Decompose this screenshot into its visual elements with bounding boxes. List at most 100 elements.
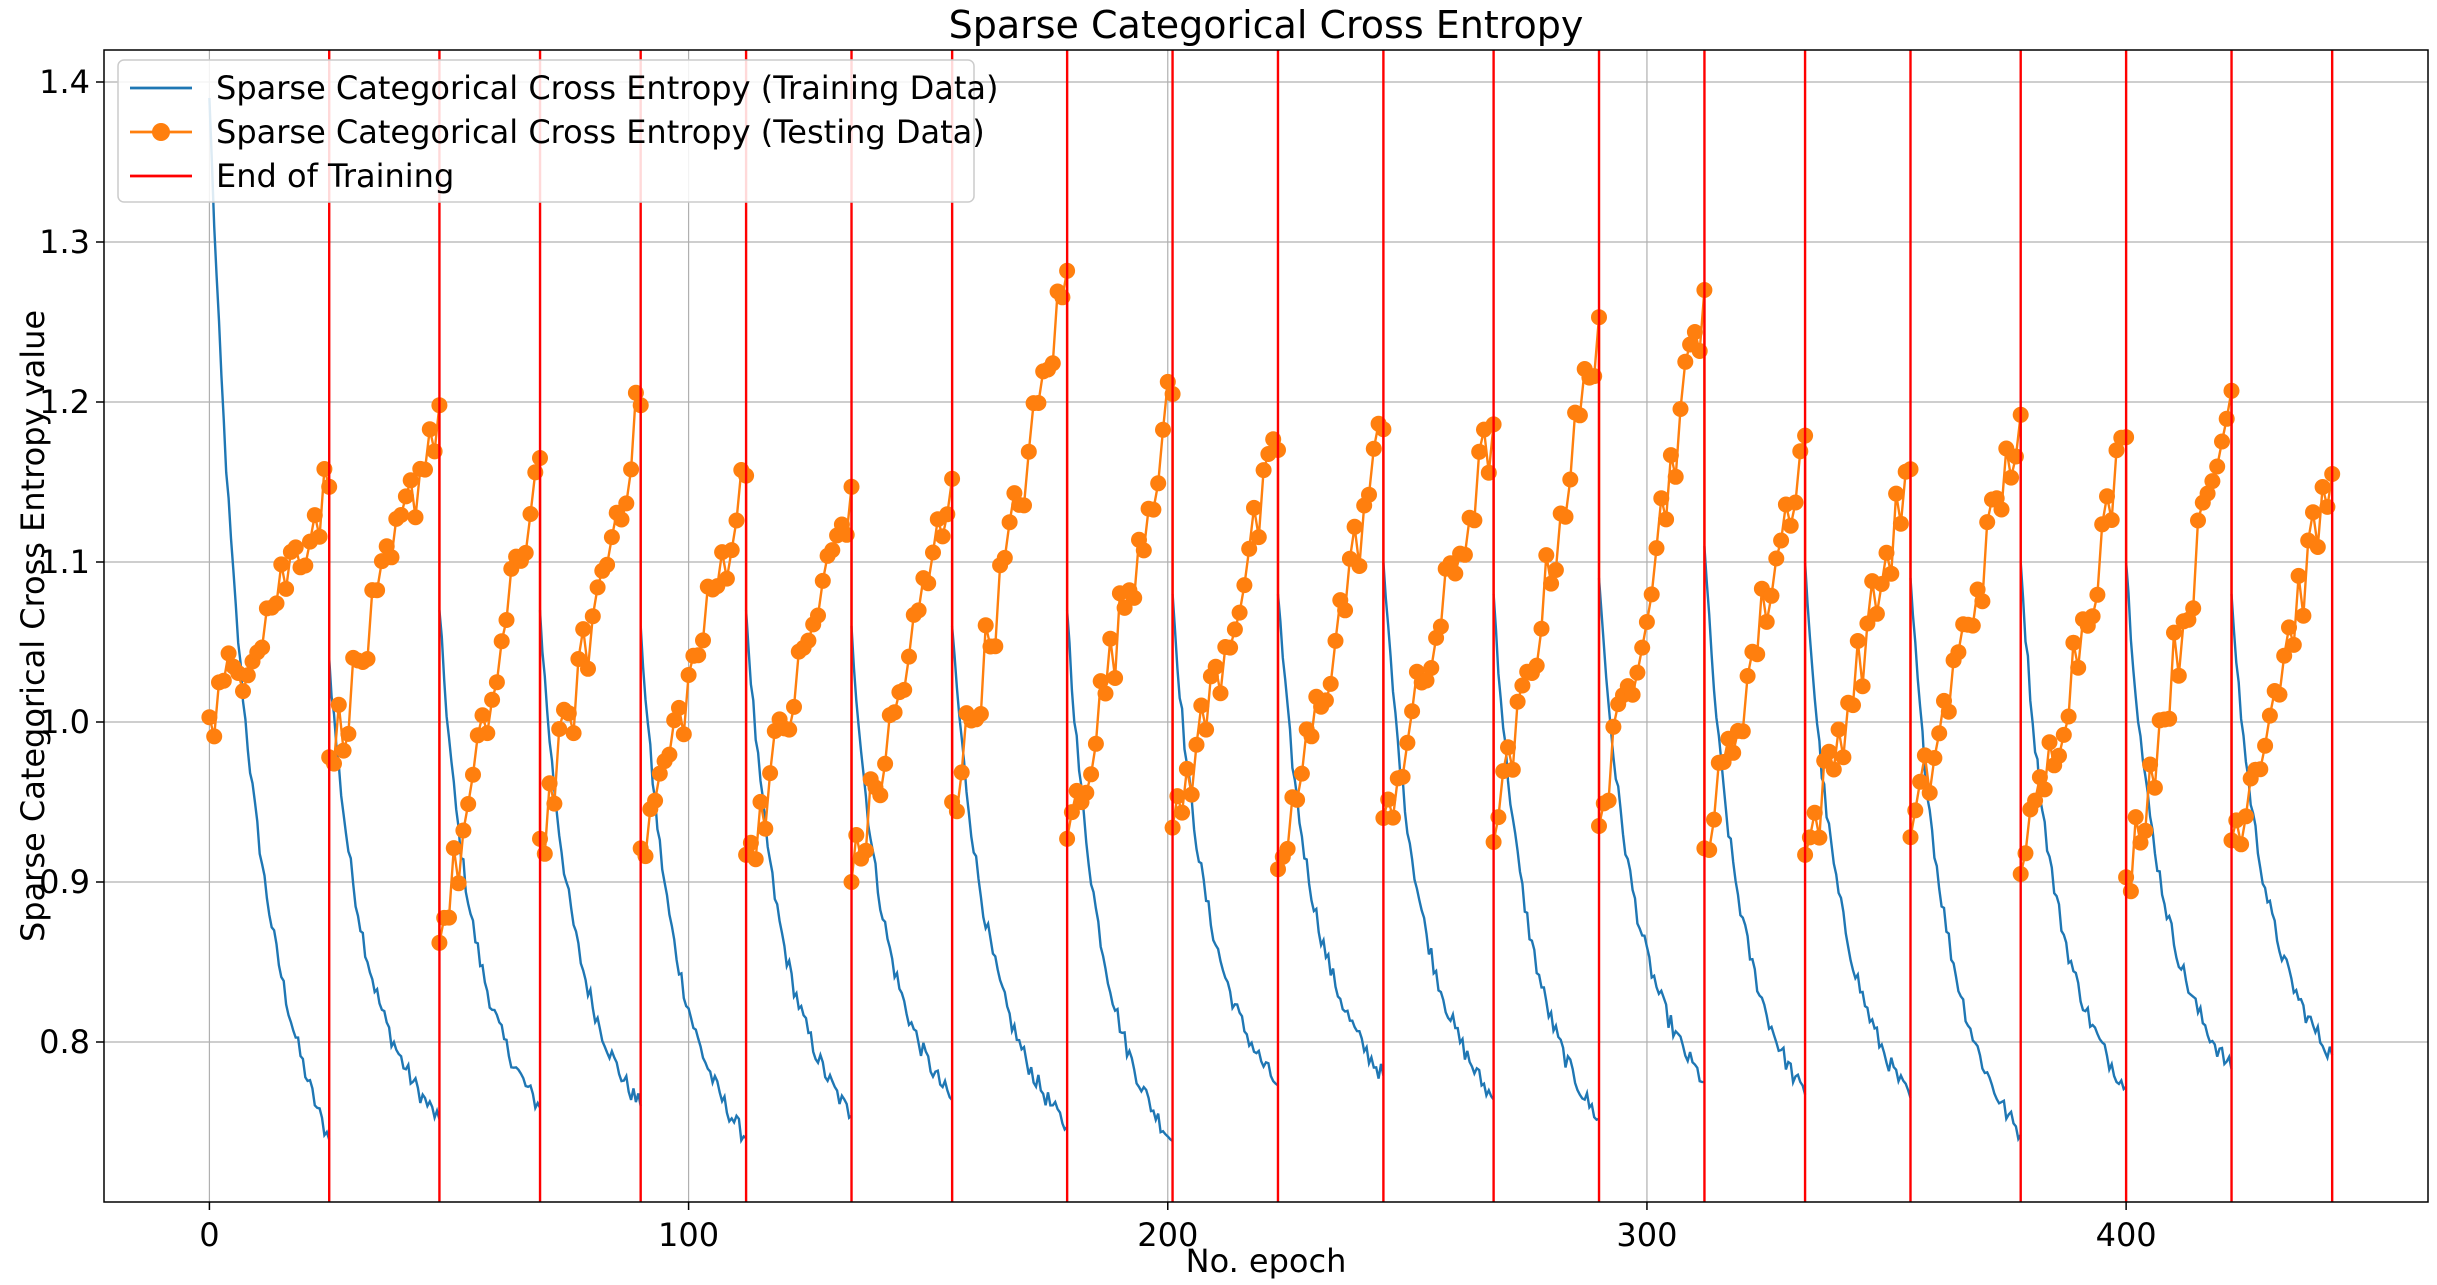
testing-series-point [1528, 657, 1545, 674]
testing-series-point [1107, 670, 1124, 686]
testing-series-point [1830, 721, 1847, 738]
testing-series-point [2271, 686, 2288, 703]
testing-series-point [1873, 576, 1890, 592]
testing-series-point [752, 793, 769, 810]
testing-series-point [1351, 558, 1368, 574]
testing-series-point [340, 725, 357, 742]
testing-series-point [857, 842, 874, 859]
testing-series-point [1317, 692, 1334, 709]
testing-series-point [896, 681, 913, 698]
testing-series-point [814, 572, 831, 589]
testing-series-point [2276, 647, 2293, 664]
testing-series-point [306, 507, 323, 524]
testing-series-point [920, 575, 937, 592]
testing-series-point [1950, 644, 1967, 661]
testing-series-point [1394, 768, 1411, 785]
testing-series-point [565, 725, 582, 742]
testing-series-point [1135, 542, 1152, 559]
testing-series-point [580, 660, 596, 677]
y-tick-label: 1.1 [39, 543, 90, 581]
y-tick-label: 0.8 [39, 1023, 90, 1061]
testing-series-point [1044, 355, 1061, 372]
testing-series-point [2027, 792, 2044, 809]
testing-series-point [1686, 324, 1703, 340]
testing-series-point [1634, 639, 1651, 656]
testing-series-point [675, 726, 692, 743]
testing-series-point [2108, 442, 2125, 459]
testing-series-point [220, 645, 237, 662]
testing-series-point [2127, 809, 2144, 826]
testing-series-point [584, 608, 601, 625]
testing-series-point [287, 539, 304, 556]
testing-series-point [1016, 497, 1032, 514]
testing-series-point [647, 792, 664, 809]
testing-series-point [1293, 765, 1310, 782]
testing-series-point [1571, 407, 1588, 424]
testing-series-point [1456, 546, 1473, 563]
testing-series-point [886, 704, 903, 721]
testing-series-point [1653, 490, 1670, 507]
testing-series-point [1222, 639, 1239, 656]
legend-label-testing: Sparse Categorical Cross Entropy (Testin… [216, 113, 985, 151]
testing-series-point [613, 511, 630, 528]
testing-series-point [953, 764, 970, 781]
testing-series-point [810, 607, 826, 624]
testing-series-point [977, 617, 994, 634]
testing-series-point [1471, 443, 1488, 460]
y-axis-title: Sparse Categorical Cross Entropy value [14, 310, 52, 942]
testing-series-point [599, 556, 616, 573]
testing-series-point [1543, 575, 1560, 592]
testing-series-point [1821, 743, 1837, 760]
testing-series-point [2252, 761, 2269, 778]
testing-series-point [1845, 697, 1861, 714]
training-series-segment [438, 609, 542, 1112]
legend-label-end-of-training: End of Training [216, 157, 454, 195]
training-series-segment [1065, 609, 1174, 1143]
testing-series-point [1979, 514, 1996, 531]
testing-series-point [2089, 586, 2106, 603]
plot-frame [103, 49, 2429, 1203]
testing-series-point [1749, 646, 1766, 663]
testing-series-point [1638, 614, 1655, 630]
testing-series-point [2281, 619, 2297, 636]
testing-series-point [1787, 494, 1804, 511]
testing-series-point [1365, 440, 1382, 457]
testing-series-point [2199, 485, 2216, 502]
testing-series-point [421, 421, 438, 438]
testing-series-point [2142, 756, 2159, 773]
testing-series-point [455, 822, 472, 839]
testing-series-point [2305, 504, 2321, 521]
testing-series-point [2214, 433, 2230, 450]
testing-series-point [1768, 550, 1785, 567]
testing-series-point [2161, 710, 2178, 727]
testing-series-point [1533, 620, 1550, 637]
testing-series-point [330, 696, 347, 713]
testing-series-point [996, 549, 1013, 566]
testing-series-point [1926, 750, 1943, 766]
plot-area [201, 50, 2341, 1202]
testing-series-point [1246, 499, 1262, 516]
testing-series-point [1547, 562, 1564, 578]
testing-series-point [335, 742, 352, 759]
testing-series-point [2060, 708, 2077, 725]
testing-series-point [1432, 618, 1449, 635]
testing-series-point [474, 707, 491, 724]
testing-series-point [2309, 539, 2326, 555]
testing-series-point [1207, 658, 1224, 675]
testing-series-point [2295, 607, 2312, 624]
x-axis-title: No. epoch [1186, 1242, 1347, 1280]
testing-series-point [1605, 718, 1622, 735]
testing-series-point [1188, 736, 1205, 753]
testing-series-point [718, 570, 735, 587]
testing-series-point [1404, 703, 1421, 720]
x-tick-label: 300 [1616, 1216, 1677, 1254]
testing-series-point [1030, 395, 1047, 411]
training-series-segment [1909, 577, 2022, 1143]
testing-series-point [1557, 508, 1574, 525]
testing-series-point [1097, 685, 1114, 702]
testing-series-point [311, 528, 328, 545]
testing-series-point [910, 602, 927, 619]
testing-series-point [1198, 721, 1215, 738]
testing-series-point [781, 721, 798, 738]
testing-series-point [1643, 586, 1660, 603]
